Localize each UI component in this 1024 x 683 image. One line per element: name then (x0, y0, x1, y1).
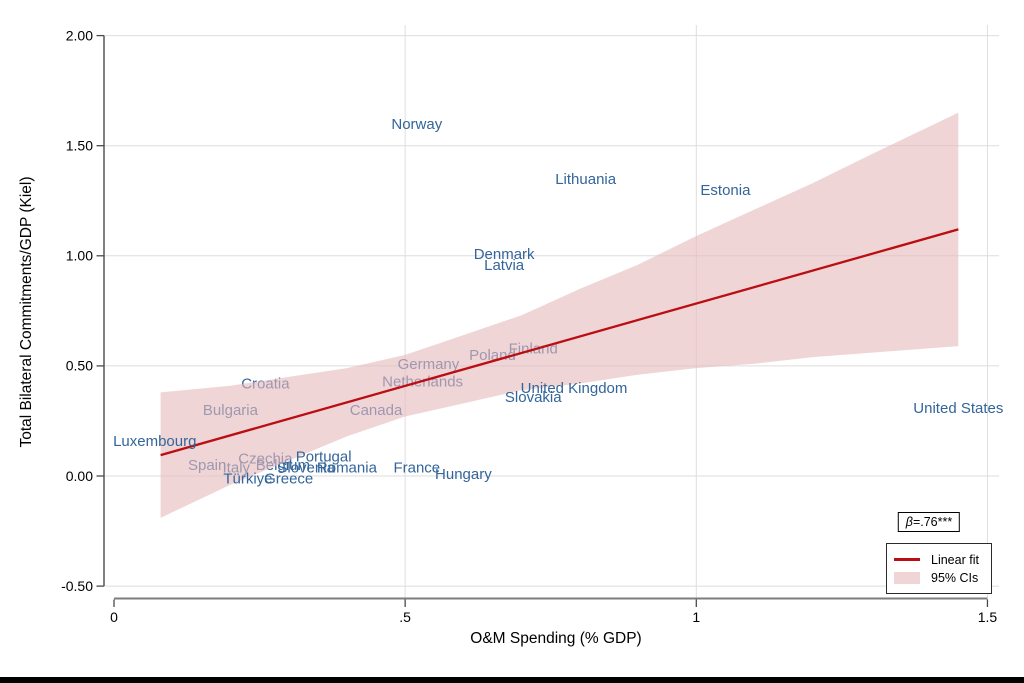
y-tick-label-2.00: 2.00 (66, 27, 93, 43)
x-axis-label: O&M Spending (% GDP) (470, 630, 642, 647)
ci-band (160, 112, 959, 518)
country-label-estonia: Estonia (700, 182, 751, 199)
country-label-portugal: Portugal (296, 448, 352, 465)
country-label-hungary: Hungary (435, 466, 492, 483)
y-tick-label-0.50: 0.50 (66, 358, 93, 374)
legend-item-linear-fit: Linear fit (887, 553, 991, 567)
y-axis-label: Total Bilateral Commitments/GDP (Kiel) (18, 176, 35, 448)
country-label-france: France (393, 459, 440, 476)
country-label-lithuania: Lithuania (555, 171, 617, 188)
linear-fit-swatch-wrap (894, 558, 920, 561)
country-label-denmark: Denmark (474, 246, 535, 263)
bottom-border-bar (0, 677, 1024, 683)
country-label-greece: Greece (264, 470, 313, 487)
legend: Linear fit 95% CIs (886, 543, 992, 594)
country-label-luxembourg: Luxembourg (113, 433, 196, 450)
y-tick-label-1.50: 1.50 (66, 138, 93, 154)
fit-line (160, 228, 959, 457)
beta-symbol: β (905, 515, 913, 529)
x-tick-label-.5: .5 (399, 609, 411, 625)
ci-area-swatch (894, 571, 920, 584)
country-label-latvia: Latvia (484, 257, 525, 274)
x-tick-label-0: 0 (110, 609, 118, 625)
country-label-romania: Romania (317, 459, 378, 476)
y-tick-label-0.00: 0.00 (66, 468, 93, 484)
country-label-united-states: United States (913, 400, 1003, 417)
y-tick-label--0.50: -0.50 (61, 578, 93, 594)
legend-label-ci: 95% CIs (931, 570, 979, 585)
country-label-united-kingdom: United Kingdom (521, 380, 628, 397)
country-label-trkiye: Türkiye (223, 470, 272, 487)
beta-annotation: β=.76*** (897, 512, 961, 532)
legend-item-ci: 95% CIs (887, 571, 991, 585)
x-tick-label-1.5: 1.5 (978, 609, 998, 625)
beta-value: =.76*** (912, 515, 953, 529)
country-label-slovenia: Slovenia (277, 459, 335, 476)
linear-fit-line-swatch (894, 558, 920, 561)
legend-label-linear-fit: Linear fit (931, 552, 979, 567)
ci-swatch-wrap (894, 571, 920, 584)
country-label-norway: Norway (391, 116, 442, 133)
y-tick-label-1.00: 1.00 (66, 248, 93, 264)
x-tick-label-1: 1 (692, 609, 700, 625)
country-label-slovakia: Slovakia (505, 389, 562, 406)
